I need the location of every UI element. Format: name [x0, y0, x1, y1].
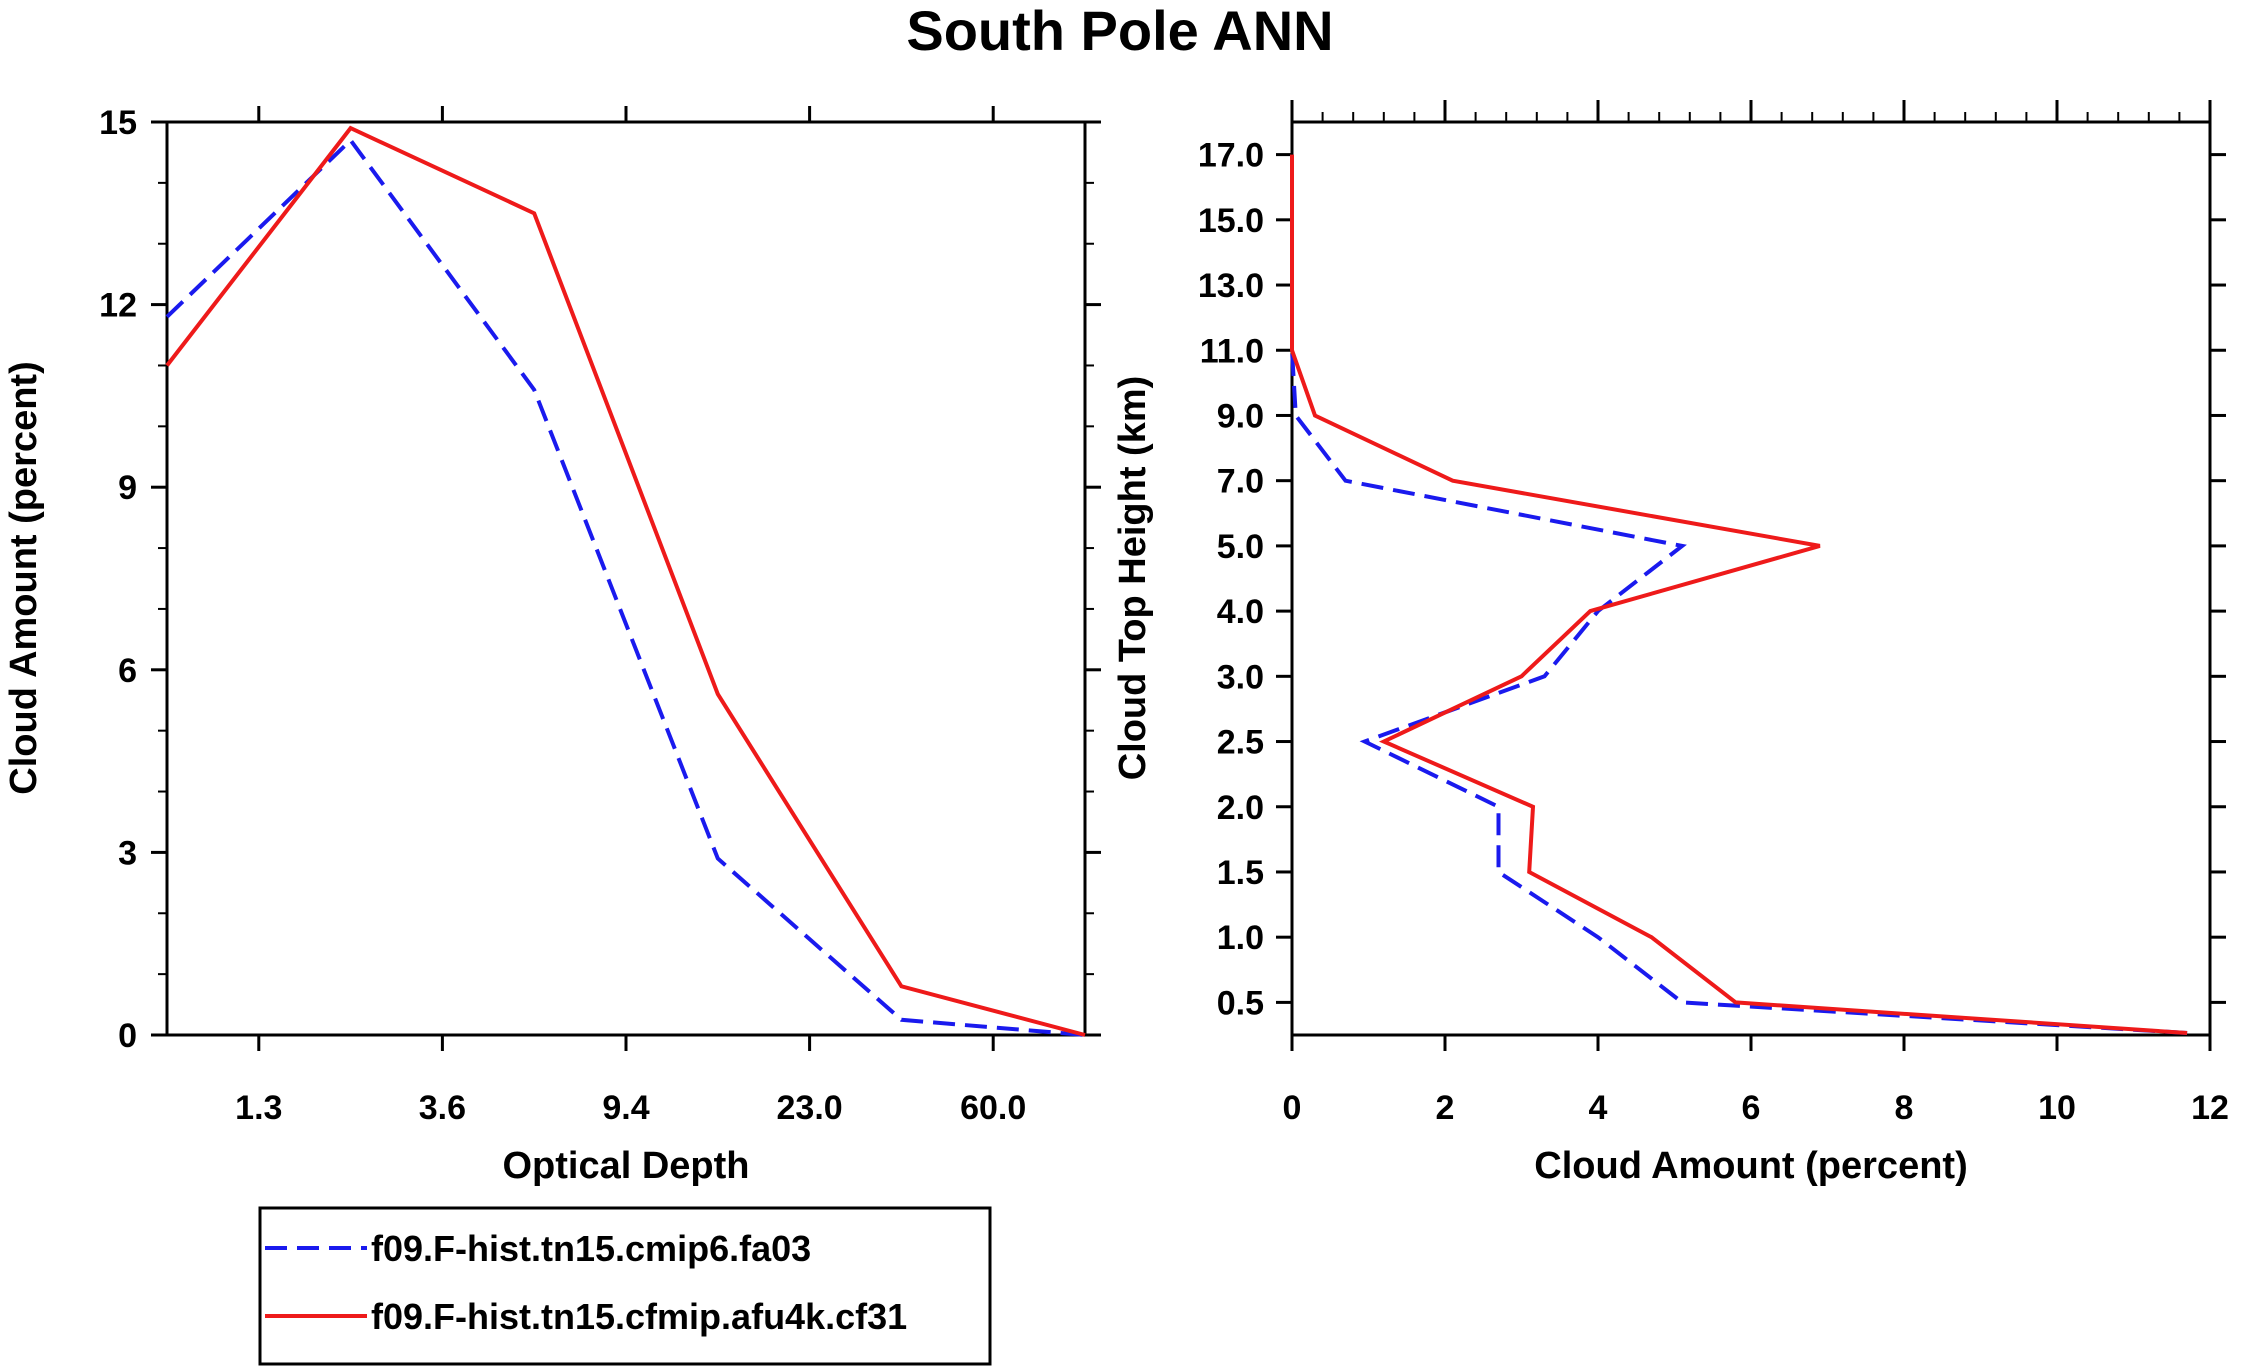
right-y-tick-label: 3.0 — [1217, 658, 1264, 696]
right-y-axis-label: Cloud Top Height (km) — [1112, 376, 1154, 781]
left-x-tick-label: 3.6 — [419, 1089, 466, 1127]
left-x-tick-label: 23.0 — [777, 1089, 843, 1127]
legend-label-2: f09.F-hist.tn15.cfmip.afu4k.cf31 — [371, 1296, 907, 1337]
left-plot-frame — [165, 120, 1087, 1037]
right-x-axis-label: Cloud Amount (percent) — [1534, 1145, 1967, 1187]
right-y-tick-label: 7.0 — [1217, 463, 1264, 501]
right-x-tick-label: 12 — [2191, 1089, 2229, 1127]
right-x-tick-label: 2 — [1436, 1089, 1455, 1127]
right-series-line-cmip6 — [1290, 154, 2188, 1035]
legend-box — [258, 1206, 992, 1366]
legend-label-1: f09.F-hist.tn15.cmip6.fa03 — [371, 1228, 811, 1269]
left-y-tick-label: 6 — [118, 652, 137, 690]
left-x-tick-label: 9.4 — [602, 1089, 649, 1127]
legend: f09.F-hist.tn15.cmip6.fa03 f09.F-hist.tn… — [258, 1206, 992, 1366]
right-y-tick-label: 0.5 — [1217, 984, 1264, 1022]
left-x-axis-label: Optical Depth — [502, 1145, 749, 1187]
right-ticks: 0.5 1.0 1.5 2.0 2.5 3.0 4.0 5.0 7.0 9.0 11.0 13.0 15… — [1198, 100, 2229, 1127]
right-y-tick-label: 9.0 — [1217, 397, 1264, 435]
left-y-tick-label: 12 — [99, 287, 137, 325]
left-ticks: 0 3 6 9 12 15 1.3 3.6 9.4 23.0 60.0 — [99, 104, 1101, 1127]
right-series — [1290, 154, 2188, 1035]
right-x-tick-label: 10 — [2038, 1089, 2076, 1127]
cloud-top-height-chart: 0.5 1.0 1.5 2.0 2.5 3.0 4.0 5.0 7.0 9.0 11.0 13.0 15… — [1112, 100, 2229, 1187]
left-series — [165, 125, 1086, 1037]
right-y-tick-label: 2.5 — [1217, 724, 1264, 762]
right-y-tick-label: 17.0 — [1198, 137, 1264, 175]
left-x-tick-label: 60.0 — [960, 1089, 1026, 1127]
right-y-tick-label: 11.0 — [1200, 332, 1264, 370]
right-y-tick-label: 15.0 — [1198, 202, 1264, 240]
right-plot-frame — [1290, 120, 2212, 1037]
right-y-tick-label: 1.5 — [1217, 854, 1264, 892]
figure-title: South Pole ANN — [906, 0, 1333, 62]
right-y-tick-label: 5.0 — [1217, 528, 1264, 566]
right-y-tick-label: 4.0 — [1217, 593, 1264, 631]
right-series-line-afu4k — [1290, 154, 2188, 1035]
left-y-axis-label: Cloud Amount (percent) — [3, 361, 45, 794]
right-x-tick-label: 0 — [1283, 1089, 1302, 1127]
left-y-tick-label: 0 — [118, 1017, 137, 1055]
left-y-tick-label: 15 — [99, 104, 137, 142]
right-y-tick-label: 2.0 — [1217, 789, 1264, 827]
left-y-tick-label: 3 — [118, 834, 137, 872]
left-x-tick-label: 1.3 — [235, 1089, 282, 1127]
right-x-tick-label: 4 — [1589, 1089, 1608, 1127]
left-series-line-cmip6 — [165, 137, 1086, 1037]
right-x-tick-label: 6 — [1742, 1089, 1761, 1127]
right-x-tick-label: 8 — [1895, 1089, 1914, 1127]
left-series-line-afu4k — [165, 125, 1086, 1037]
right-y-tick-label: 13.0 — [1198, 267, 1264, 305]
left-y-tick-label: 9 — [118, 469, 137, 507]
right-y-tick-label: 1.0 — [1217, 919, 1264, 957]
